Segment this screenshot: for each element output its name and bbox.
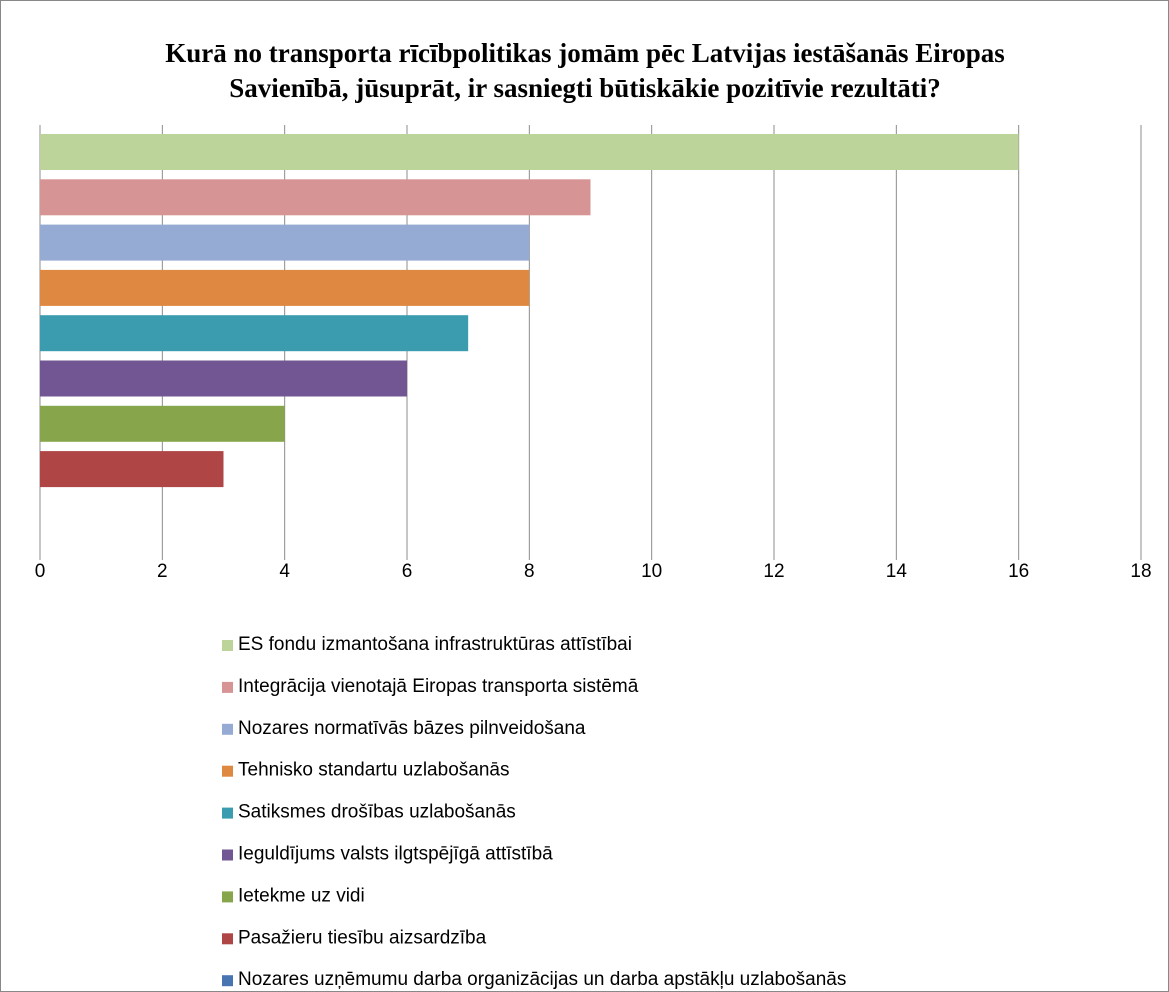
legend-label: Ieguldījums valsts ilgtspējīgā attīstībā	[238, 844, 553, 865]
legend-swatch	[222, 681, 233, 693]
bar	[40, 405, 285, 442]
legend-swatch	[222, 891, 233, 903]
x-tick-label: 4	[279, 561, 290, 582]
legend-swatch	[222, 640, 233, 651]
legend-swatch	[222, 807, 233, 819]
bar	[40, 360, 407, 397]
bar	[40, 269, 530, 306]
legend-label: Integrācija vienotajā Eiropas transporta…	[238, 676, 639, 697]
legend-label: Nozares normatīvās bāzes pilnveidošana	[238, 718, 586, 739]
legend-swatch	[222, 933, 233, 945]
bar	[40, 451, 224, 488]
legend-label: Satiksmes drošības uzlabošanās	[238, 802, 516, 823]
x-tick-label: 12	[763, 561, 784, 582]
x-tick-label: 0	[35, 561, 46, 582]
legend-swatch	[222, 765, 233, 777]
legend-label: Ietekme uz vidi	[238, 885, 365, 906]
legend-swatch	[222, 849, 233, 861]
x-tick-label: 18	[1130, 561, 1151, 582]
chart-title: Kurā no transporta rīcībpolitikas jomām …	[165, 38, 1005, 103]
bar	[40, 315, 469, 352]
x-tick-label: 16	[1008, 561, 1029, 582]
legend-swatch	[222, 975, 233, 987]
legend-label: ES fondu izmantošana infrastruktūras att…	[238, 634, 632, 655]
x-tick-label: 2	[157, 561, 168, 582]
bar	[40, 179, 591, 216]
legend-swatch	[222, 723, 233, 735]
x-tick-label: 10	[641, 561, 662, 582]
bar	[40, 224, 530, 261]
x-tick-label: 6	[402, 561, 413, 582]
x-tick-label: 14	[886, 561, 908, 582]
legend-label: Tehnisko standartu uzlabošanās	[238, 760, 509, 781]
legend-label: Nozares uzņēmumu darba organizācijas un …	[238, 969, 846, 990]
bar	[40, 134, 1019, 170]
x-tick-label: 8	[524, 561, 535, 582]
legend-label: Pasažieru tiesību aizsardzība	[238, 927, 487, 948]
